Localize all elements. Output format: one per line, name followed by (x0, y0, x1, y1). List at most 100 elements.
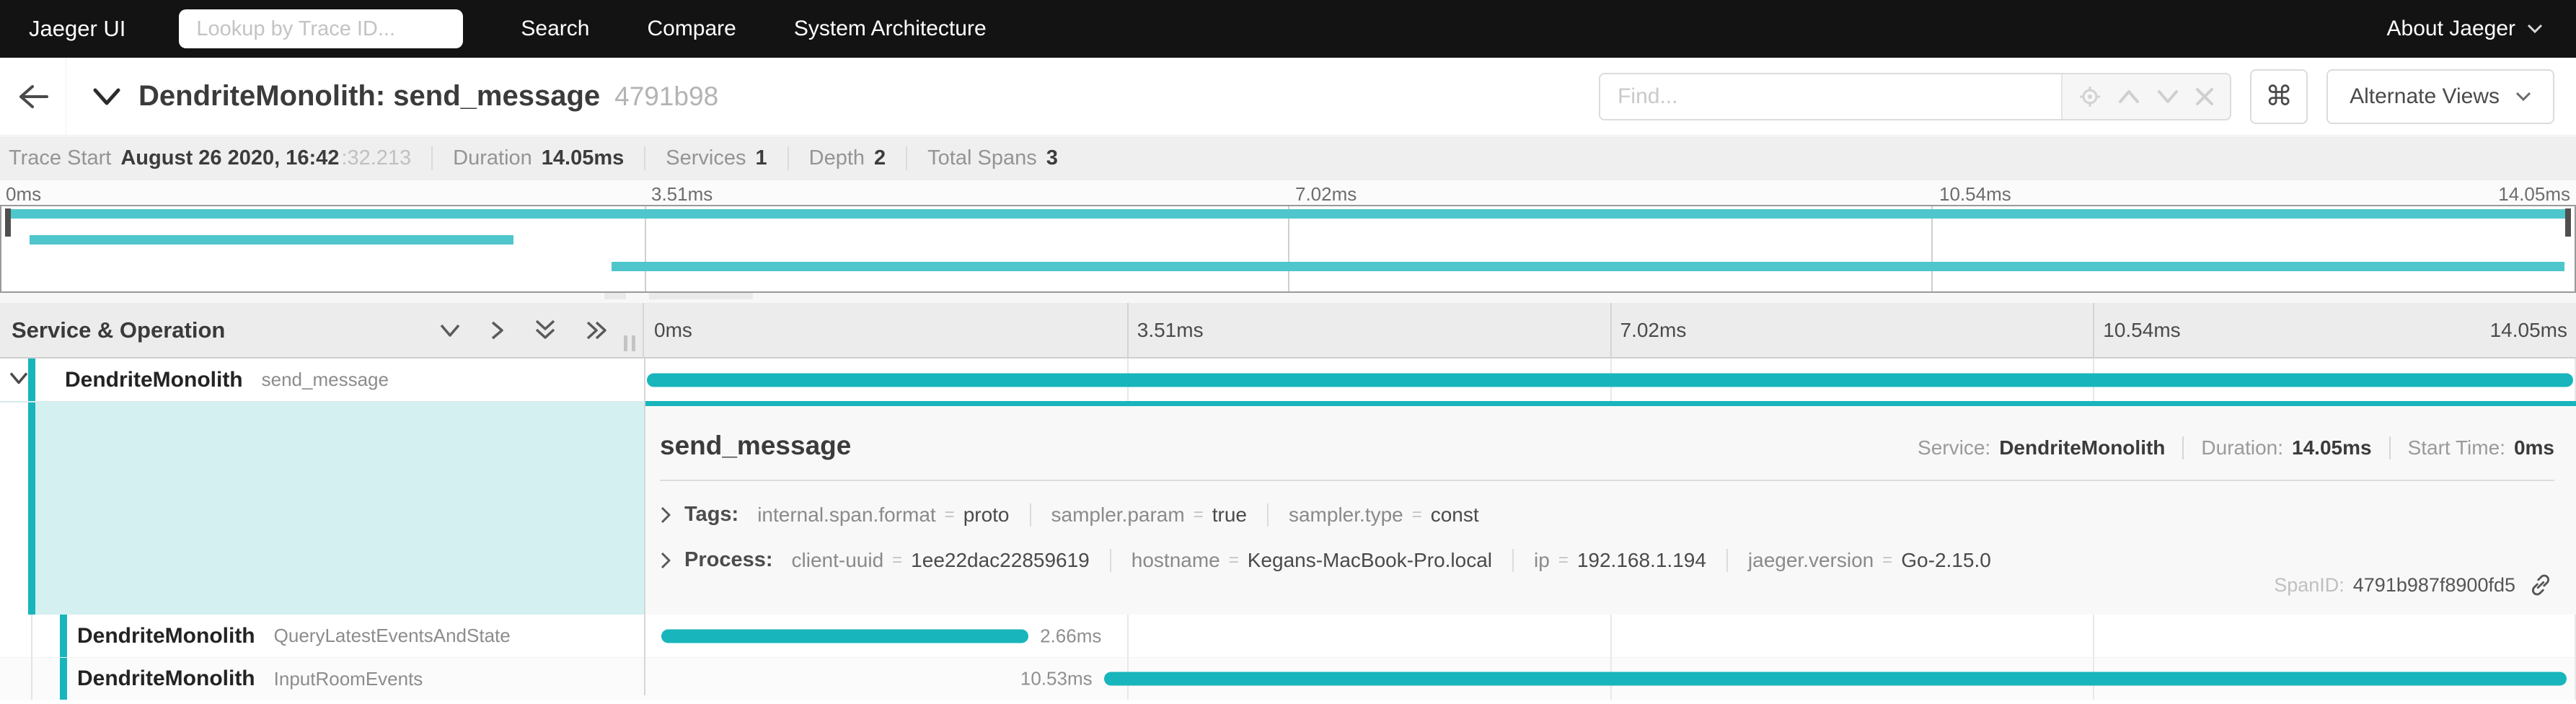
tag-item: sampler.type = const (1266, 503, 1479, 527)
deep-link-icon[interactable] (2528, 573, 2553, 597)
operation-name: InputRoomEvents (273, 667, 423, 690)
minimap-tick: 7.02ms (1295, 183, 1357, 205)
process-toggle-row[interactable]: Process: client-uuid = 1ee22dac22859619 ho… (660, 548, 2554, 572)
collapse-all-icon[interactable] (533, 319, 557, 342)
back-arrow-icon (19, 84, 48, 108)
expand-all-icon[interactable] (585, 319, 609, 342)
tag-item: internal.span.format = proto (757, 503, 1010, 526)
span-bar-query-latest[interactable] (661, 629, 1029, 643)
minimap-span-bar-root (5, 209, 2569, 219)
tree-guide-line (31, 658, 32, 700)
chevron-down-icon (2527, 24, 2543, 34)
span-detail-meta: Service: DendriteMonolith Duration: 14.05m… (1918, 436, 2554, 459)
clear-find-icon[interactable] (2195, 87, 2214, 106)
span-duration-label: 10.53ms (1020, 667, 1093, 690)
chevron-down-icon[interactable] (9, 371, 29, 385)
tags-toggle-row[interactable]: Tags: internal.span.format = proto sampler… (660, 503, 2554, 527)
span-detail-panel: send_message Service: DendriteMonolith Du… (644, 401, 2576, 615)
alternate-views-button[interactable]: Alternate Views (2326, 69, 2554, 124)
expand-one-icon[interactable] (490, 319, 506, 342)
back-button[interactable] (0, 58, 66, 135)
span-rows: DendriteMonolith send_message send_messa… (0, 358, 2576, 700)
span-row-query-latest: DendriteMonolith QueryLatestEventsAndSta… (0, 615, 2576, 657)
service-color-accent (60, 615, 67, 657)
meta-value: DendriteMonolith (1999, 436, 2166, 459)
trace-stats-bar: Trace Start August 26 2020, 16:42 :32.21… (0, 136, 2576, 180)
tree-guide-line (31, 615, 32, 657)
service-color-accent (28, 402, 35, 615)
minimap-tick: 3.51ms (651, 183, 713, 205)
row-gridline (1610, 615, 1612, 657)
detail-divider (660, 480, 2554, 481)
trace-header-tools: ⌘ Alternate Views (1599, 69, 2554, 124)
span-graph-cell (644, 358, 2576, 401)
process-item: client-uuid = 1ee22dac22859619 (791, 548, 1090, 571)
timeline-tick: 0ms (654, 319, 692, 341)
nav-link-compare[interactable]: Compare (647, 17, 736, 40)
trace-collapse-toggle[interactable] (92, 87, 121, 106)
nav-link-search[interactable]: Search (521, 17, 590, 40)
span-name-cell[interactable]: DendriteMonolith QueryLatestEventsAndSta… (0, 615, 644, 657)
about-jaeger-menu[interactable]: About Jaeger (2387, 17, 2543, 41)
span-id-value: 4791b987f8900fd5 (2352, 573, 2515, 596)
meta-value: 14.05ms (2292, 436, 2372, 459)
span-id-row: SpanID: 4791b987f8900fd5 (2274, 573, 2553, 597)
stat-services: Services 1 (644, 146, 767, 170)
tags-label: Tags: (684, 503, 739, 526)
meta-label: Duration: (2201, 436, 2284, 459)
timeline-minimap[interactable] (0, 205, 2576, 293)
find-next-icon[interactable] (2156, 89, 2179, 105)
span-detail-left-cell[interactable] (0, 401, 644, 615)
column-resize-grip[interactable] (624, 335, 635, 351)
locate-span-icon[interactable] (2078, 85, 2101, 108)
header-gridline (2093, 303, 2095, 357)
stat-label: Depth (808, 146, 865, 170)
span-name-cell[interactable]: DendriteMonolith send_message (0, 358, 644, 401)
service-name: DendriteMonolith (77, 666, 255, 690)
find-input[interactable] (1600, 74, 2062, 119)
find-tools (2061, 74, 2231, 119)
span-bar-send-message[interactable] (647, 373, 2573, 387)
stat-value: August 26 2020, 16:42 (120, 146, 340, 170)
minimap-right-scrubber-handle[interactable] (2565, 208, 2571, 237)
row-gridline (2575, 358, 2576, 401)
keyboard-shortcuts-button[interactable]: ⌘ (2250, 69, 2308, 124)
operation-name: QueryLatestEventsAndState (273, 625, 511, 646)
stat-depth: Depth 2 (787, 146, 886, 170)
process-item: hostname = Kegans-MacBook-Pro.local (1109, 548, 1492, 572)
meta-label: Start Time: (2407, 436, 2505, 459)
timeline-tick: 10.54ms (2103, 319, 2181, 341)
minimap-span-bar-query (30, 235, 514, 245)
timeline-column-header: Service & Operation 0ms 3.51ms 7.02ms 10… (0, 303, 2576, 358)
span-graph-cell: 2.66ms (644, 615, 2576, 657)
trace-id-lookup-input[interactable] (179, 9, 464, 48)
find-box (1599, 72, 2232, 120)
trace-title[interactable]: DendriteMonolith: send_message (138, 80, 601, 112)
minimap-left-scrubber-handle[interactable] (5, 208, 11, 237)
alternate-views-label: Alternate Views (2350, 84, 2500, 108)
stat-duration: Duration 14.05ms (431, 146, 624, 170)
nav-link-system-architecture[interactable]: System Architecture (793, 17, 987, 40)
service-name: DendriteMonolith (77, 623, 255, 648)
service-name: DendriteMonolith (65, 367, 243, 392)
header-gridline (1126, 303, 1129, 357)
span-detail-row: send_message Service: DendriteMonolith Du… (0, 401, 2576, 615)
app-logo[interactable]: Jaeger UI (29, 16, 126, 41)
row-gridline (1126, 615, 1129, 657)
chevron-down-icon (93, 88, 120, 105)
meta-value: 0ms (2513, 436, 2554, 459)
minimap-tick: 10.54ms (1939, 183, 2011, 205)
minimap-sub-mark (604, 293, 626, 299)
span-name-cell[interactable]: DendriteMonolith InputRoomEvents (0, 658, 644, 700)
span-bar-input-room-events[interactable] (1103, 672, 2567, 686)
column-divider[interactable] (644, 358, 645, 695)
collapse-one-icon[interactable] (438, 322, 462, 339)
stat-value: 2 (874, 146, 886, 170)
service-color-accent (28, 358, 35, 401)
process-label: Process: (684, 548, 773, 571)
find-prev-icon[interactable] (2117, 89, 2140, 105)
trace-header: DendriteMonolith: send_message 4791b98 ⌘… (0, 58, 2576, 136)
minimap-tick: 14.05ms (2498, 183, 2570, 205)
span-duration-label: 2.66ms (1040, 625, 1102, 646)
